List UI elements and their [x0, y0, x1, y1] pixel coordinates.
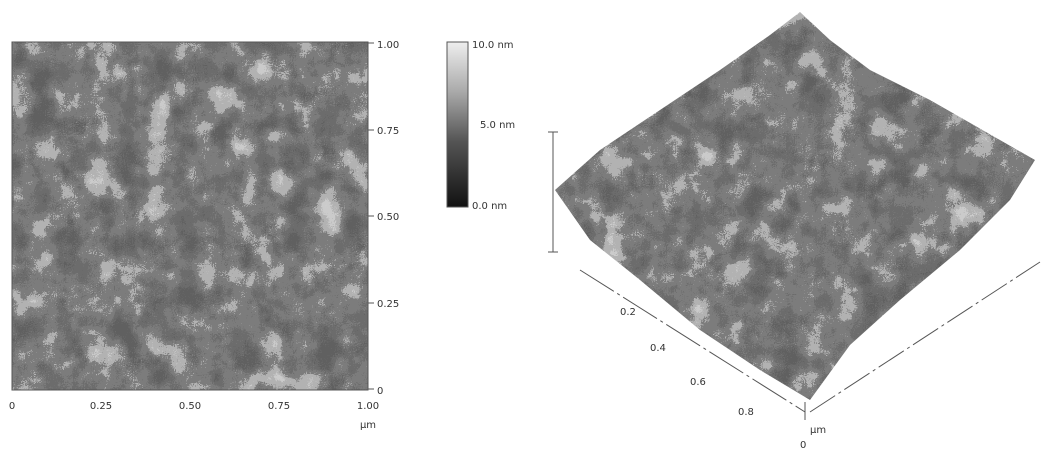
surface-3d	[555, 12, 1035, 400]
y-tick-label: 0.25	[377, 299, 399, 310]
surface-texture	[555, 12, 1035, 400]
x-tick-label: 0.50	[179, 401, 201, 412]
color-bar-label: 5.0 nm	[480, 120, 515, 131]
y-ticks: 1.00 0.75 0.50 0.25 0	[368, 40, 399, 397]
y-axis-3d	[809, 261, 1041, 413]
y-tick-label: 0.75	[377, 126, 399, 137]
y-tick-label: 0.50	[377, 212, 399, 223]
x-tick-label: 0.25	[90, 401, 112, 412]
x-axis-3d	[579, 269, 806, 413]
color-bar-label: 0.0 nm	[472, 201, 507, 212]
axis-tick-label: 0.6	[690, 377, 706, 388]
axis-tick-label: 0.2	[620, 307, 636, 318]
x-tick-label: 0	[9, 401, 15, 412]
x-tick-label: 0.75	[268, 401, 290, 412]
x-tick-label: 1.00	[357, 401, 379, 412]
origin-label: 0	[800, 440, 806, 451]
color-bar	[446, 41, 469, 208]
x-ticks: 0 0.25 0.50 0.75 1.00 µm	[9, 401, 379, 431]
axis-tick-label: 0.4	[650, 343, 666, 354]
y-tick-label: 0	[377, 386, 383, 397]
axis-unit: µm	[810, 425, 826, 436]
afm-height-image	[12, 42, 368, 390]
y-tick-label: 1.00	[377, 40, 399, 51]
color-bar-label: 10.0 nm	[472, 40, 514, 51]
axis-tick-label: 0.8	[738, 407, 754, 418]
z-scale-bar	[548, 131, 558, 253]
x-unit: µm	[360, 420, 376, 431]
